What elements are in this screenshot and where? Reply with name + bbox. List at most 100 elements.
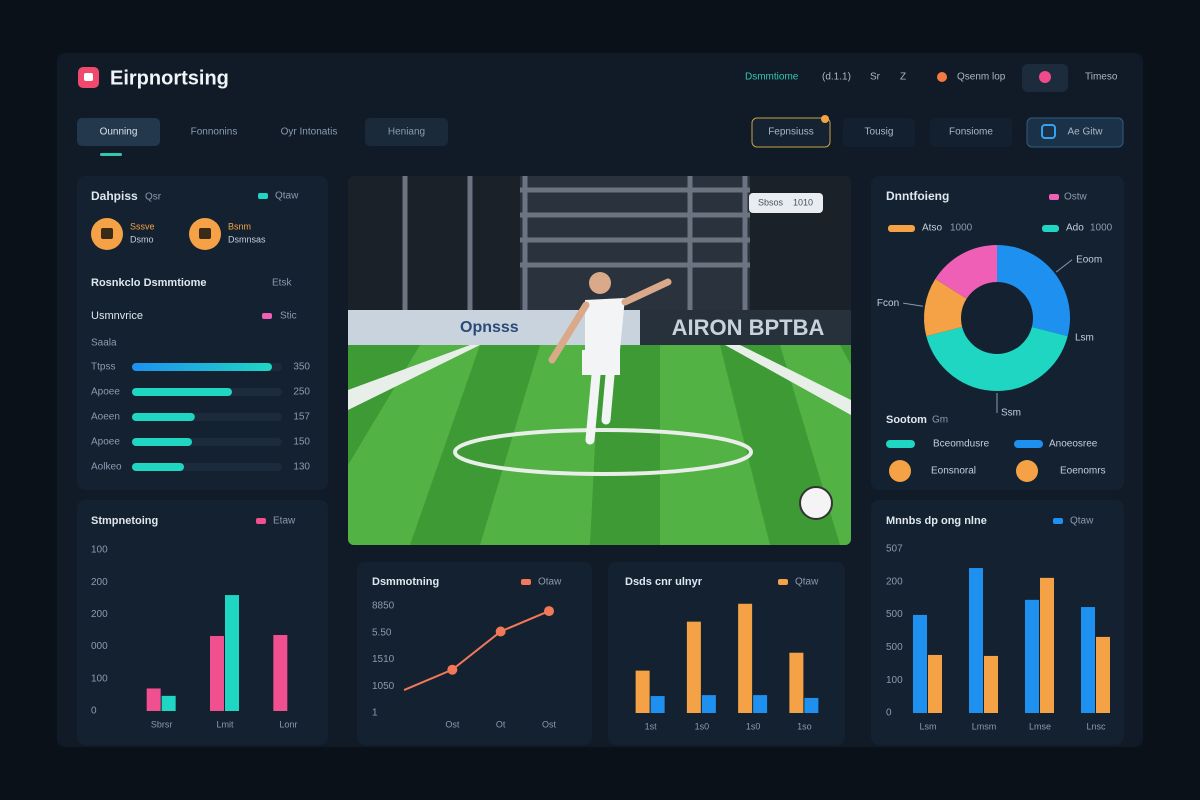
item-sub: Dsmnsas [228,234,266,244]
nav-item[interactable]: Dsmmtiome [745,72,799,83]
legend-swatch [886,440,915,448]
y-tick-label: 100 [91,545,108,556]
legend-value: 1000 [950,223,973,234]
legend-label: Qtaw [795,577,819,588]
nav-item[interactable]: Qsenm lop [957,72,1006,83]
badge-label: Sbsos [758,197,784,207]
bar [210,635,224,711]
tab[interactable]: Ounning [100,127,138,138]
legend-swatch [1042,225,1059,232]
tab-box [751,117,831,148]
bar [132,438,192,446]
item-sub: Dsmo [130,234,154,244]
tab[interactable]: Fonsiome [949,127,993,138]
tab[interactable]: Fepnsiuss [768,127,814,138]
bar-label: Apoee [91,387,120,398]
stand [520,176,750,310]
line [403,610,550,691]
panel-note: Qsr [145,192,162,203]
tab[interactable]: Tousig [865,127,894,138]
bar [132,463,184,471]
y-tick-label: 8850 [372,601,395,612]
tab[interactable]: Heniang [388,127,425,138]
legend-swatch [1014,440,1043,448]
donut-segment [997,245,1070,337]
y-tick-label: 000 [91,641,108,652]
legend-label: Atso [922,223,942,234]
y-tick-label: 1510 [372,654,395,665]
player [548,272,672,445]
x-tick-label: Ot [496,719,506,729]
legend-swatch [258,193,268,199]
bar [273,635,288,711]
stand-rails [402,176,750,310]
tab-box [77,118,160,146]
tab[interactable]: Fonnonins [191,127,238,138]
donut-segment [924,278,967,337]
legend-label: Etaw [273,516,296,527]
chart-title: Dsds cnr ulnyr [625,576,703,588]
x-tick-label: 1s0 [695,721,710,731]
legend-label: Qtaw [1070,516,1094,527]
bar-value: 157 [293,412,310,423]
bar [225,595,239,711]
y-tick-label: 507 [886,544,903,555]
nav-item[interactable]: Z [900,72,906,83]
tab-box [843,118,915,147]
x-tick-label: Lmit [216,719,234,729]
y-tick-label: 1 [372,708,378,719]
panel-title: Dahpiss [91,189,138,203]
legend-label: Qtaw [275,191,299,202]
section-note: Gm [932,415,948,426]
panel [871,176,1124,490]
legend-dot [1016,460,1038,482]
bar [1096,636,1110,713]
nav-item[interactable]: (d.1.1) [822,72,851,83]
legend-swatch [256,518,266,524]
x-tick-label: 1so [797,721,812,731]
panels [77,176,1124,745]
badge-value: 1010 [793,197,813,207]
section-title: Sootom [886,414,927,426]
legend-label: Ostw [1064,192,1088,203]
point [495,626,506,637]
x-tick-label: Lmse [1029,721,1051,731]
legend-dot [889,460,911,482]
bar [132,363,272,371]
leader-line [1055,259,1073,273]
legend-swatch [888,225,915,232]
item-glyph [199,228,211,239]
y-tick-label: 200 [91,609,108,620]
pitch-line [725,345,851,415]
bar-value: 150 [293,437,310,448]
x-tick-label: Sbrsr [151,719,173,729]
donut-label: Lsm [1075,333,1094,344]
ball [799,486,833,520]
bar [686,621,701,713]
tab[interactable]: Oyr Intonatis [281,127,338,138]
nav-item[interactable]: Timeso [1085,72,1118,83]
match-image [348,176,851,545]
chart-title: Usmnvrice [91,310,143,322]
bar [913,614,927,713]
donut-label: Ssm [1001,408,1021,419]
bar-value: 250 [293,387,310,398]
banner-text: Opnsss [460,319,519,336]
legend-swatch [262,313,272,319]
legend-label: Ado [1066,223,1084,234]
tab-box [930,118,1012,147]
tab[interactable]: Ae Gitw [1067,127,1103,138]
nav-button-icon [1039,71,1051,83]
bar [635,670,650,713]
nav-icon [937,72,947,82]
panel [77,500,328,745]
bar-value: 130 [293,462,310,473]
legend-label: Eoenomrs [1060,466,1106,477]
nav-item[interactable]: Sr [870,72,881,83]
bar [161,695,176,711]
center-circle [453,428,753,476]
point [447,664,458,675]
column-header: Saala [91,338,117,349]
tab-box [365,118,448,146]
